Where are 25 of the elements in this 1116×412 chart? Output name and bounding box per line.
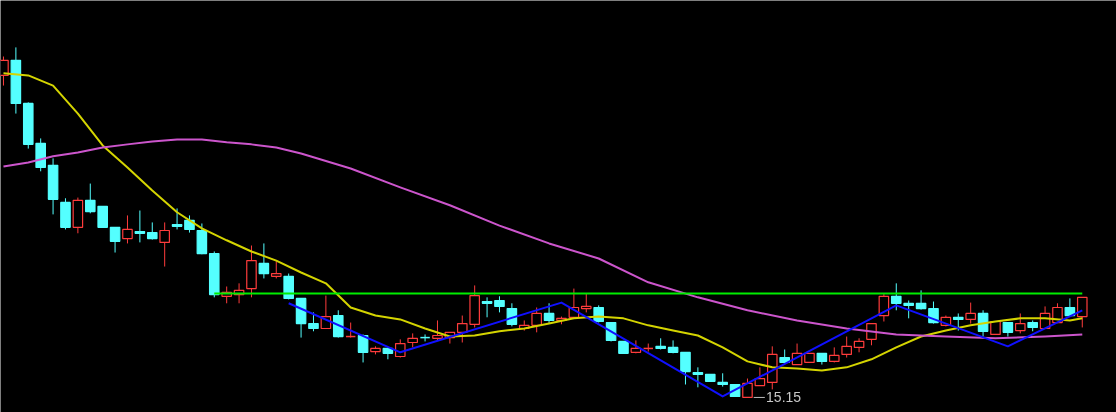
candlestick bbox=[915, 289, 927, 311]
candlestick bbox=[332, 309, 344, 339]
candlestick bbox=[853, 337, 865, 353]
candlestick bbox=[134, 210, 146, 243]
candlestick bbox=[1014, 312, 1026, 334]
candlestick bbox=[308, 311, 319, 332]
candlestick bbox=[680, 351, 691, 385]
candlestick bbox=[481, 296, 493, 318]
candlestick bbox=[890, 282, 902, 311]
candlestick bbox=[1076, 296, 1088, 328]
candlestick bbox=[742, 378, 753, 399]
candlestick bbox=[171, 207, 183, 230]
candlestick bbox=[109, 226, 121, 254]
candlestick bbox=[543, 302, 555, 325]
candlestick bbox=[258, 242, 270, 279]
candlestick bbox=[965, 302, 976, 325]
candlestick bbox=[432, 319, 443, 341]
candlestick bbox=[159, 221, 170, 268]
candlestick bbox=[841, 336, 852, 359]
annotation: 15.15 bbox=[766, 389, 802, 406]
candlestick bbox=[196, 222, 208, 255]
candlestick bbox=[580, 292, 592, 313]
candlestick bbox=[667, 339, 679, 354]
candlestick bbox=[122, 214, 133, 244]
candlestick bbox=[692, 366, 704, 388]
